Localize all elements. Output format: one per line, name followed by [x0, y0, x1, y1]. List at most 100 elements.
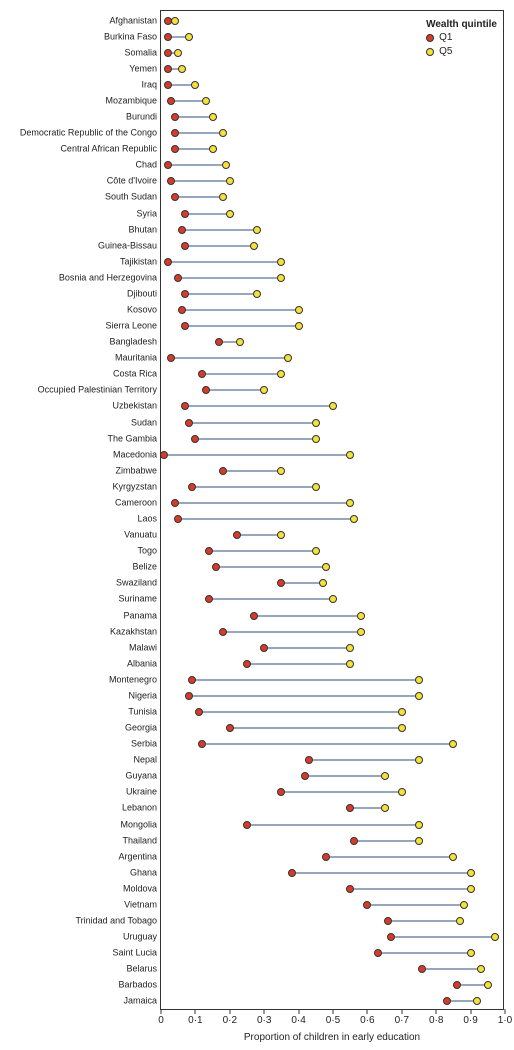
- connector-line: [254, 615, 361, 616]
- q5-marker: [277, 274, 285, 282]
- dumbbell-chart: AfghanistanBurkina FasoSomaliaYemenIraqM…: [0, 0, 514, 1050]
- q5-marker: [398, 708, 406, 716]
- q5-marker: [329, 402, 337, 410]
- q1-marker: [453, 981, 461, 989]
- q5-marker: [222, 161, 230, 169]
- connector-line: [185, 213, 230, 214]
- connector-line: [175, 502, 350, 503]
- connector-line: [237, 535, 282, 536]
- x-tick: 0·4: [298, 1009, 299, 1014]
- q1-marker: [167, 97, 175, 105]
- country-label: Belize: [132, 563, 161, 572]
- q5-marker: [357, 612, 365, 620]
- q5-marker: [277, 531, 285, 539]
- country-label: Afghanistan: [109, 16, 161, 25]
- country-label: Panama: [123, 611, 161, 620]
- q1-marker: [363, 901, 371, 909]
- connector-line: [305, 776, 384, 777]
- country-label: Laos: [137, 515, 161, 524]
- q1-marker: [171, 193, 179, 201]
- q1-marker: [346, 804, 354, 812]
- q1-marker: [198, 370, 206, 378]
- x-tick-mark: [264, 1009, 265, 1014]
- q5-marker: [357, 628, 365, 636]
- country-label: Vietnam: [124, 900, 161, 909]
- q1-marker: [250, 612, 258, 620]
- q1-marker: [167, 177, 175, 185]
- country-label: Swaziland: [116, 579, 161, 588]
- connector-line: [223, 631, 361, 632]
- q5-marker: [312, 419, 320, 427]
- connector-line: [185, 326, 299, 327]
- q5-marker: [346, 644, 354, 652]
- q5-marker: [209, 145, 217, 153]
- q1-marker: [164, 258, 172, 266]
- country-label: Suriname: [118, 595, 161, 604]
- country-label: Belarus: [126, 965, 161, 974]
- q5-marker: [460, 901, 468, 909]
- country-label: Cameroon: [115, 498, 161, 507]
- q1-marker: [443, 997, 451, 1005]
- country-label: Iraq: [141, 80, 161, 89]
- q1-marker: [215, 338, 223, 346]
- country-label: Guyana: [125, 772, 161, 781]
- q1-marker: [181, 210, 189, 218]
- q5-marker: [260, 386, 268, 394]
- q5-marker: [226, 210, 234, 218]
- q1-marker: [418, 965, 426, 973]
- q1-marker: [181, 290, 189, 298]
- connector-line: [350, 808, 384, 809]
- q5-marker: [250, 242, 258, 250]
- country-label: Barbados: [118, 981, 161, 990]
- x-tick-mark: [333, 1009, 334, 1014]
- q1-marker: [178, 226, 186, 234]
- connector-line: [391, 937, 494, 938]
- q5-marker: [449, 740, 457, 748]
- connector-line: [171, 181, 229, 182]
- x-tick-mark: [470, 1009, 471, 1014]
- country-label: Bangladesh: [109, 338, 161, 347]
- connector-line: [326, 856, 453, 857]
- q1-marker: [178, 306, 186, 314]
- x-tick-mark: [401, 1009, 402, 1014]
- q1-marker: [322, 853, 330, 861]
- q5-marker: [415, 837, 423, 845]
- q5-marker: [398, 788, 406, 796]
- q1-marker: [277, 579, 285, 587]
- q5-marker: [209, 113, 217, 121]
- country-label: Côte d'Ivoire: [107, 177, 161, 186]
- q5-marker: [415, 756, 423, 764]
- q5-marker: [381, 772, 389, 780]
- q5-marker: [467, 949, 475, 957]
- q1-marker: [233, 531, 241, 539]
- q5-marker: [346, 499, 354, 507]
- x-tick-label: 0·2: [223, 1015, 237, 1026]
- connector-line: [171, 358, 288, 359]
- q1-marker: [205, 595, 213, 603]
- q5-marker: [191, 81, 199, 89]
- legend-swatch: [426, 48, 434, 56]
- connector-line: [185, 245, 254, 246]
- x-axis-label: Proportion of children in early educatio…: [244, 1032, 420, 1043]
- connector-line: [367, 904, 463, 905]
- q5-marker: [467, 869, 475, 877]
- x-tick-mark: [298, 1009, 299, 1014]
- q5-marker: [346, 660, 354, 668]
- x-tick-mark: [367, 1009, 368, 1014]
- country-label: Saint Lucia: [112, 949, 161, 958]
- q1-marker: [350, 837, 358, 845]
- x-tick-mark: [505, 1009, 506, 1014]
- country-label: Chad: [135, 161, 161, 170]
- x-tick-label: 0·1: [188, 1015, 202, 1026]
- country-label: Djibouti: [127, 289, 161, 298]
- connector-line: [182, 310, 299, 311]
- q5-marker: [346, 451, 354, 459]
- connector-line: [247, 663, 350, 664]
- connector-line: [202, 374, 281, 375]
- x-tick: 0·2: [229, 1009, 230, 1014]
- legend-swatch: [426, 34, 434, 42]
- q1-marker: [219, 467, 227, 475]
- q1-marker: [288, 869, 296, 877]
- connector-line: [178, 519, 353, 520]
- legend-title: Wealth quintile: [426, 19, 497, 30]
